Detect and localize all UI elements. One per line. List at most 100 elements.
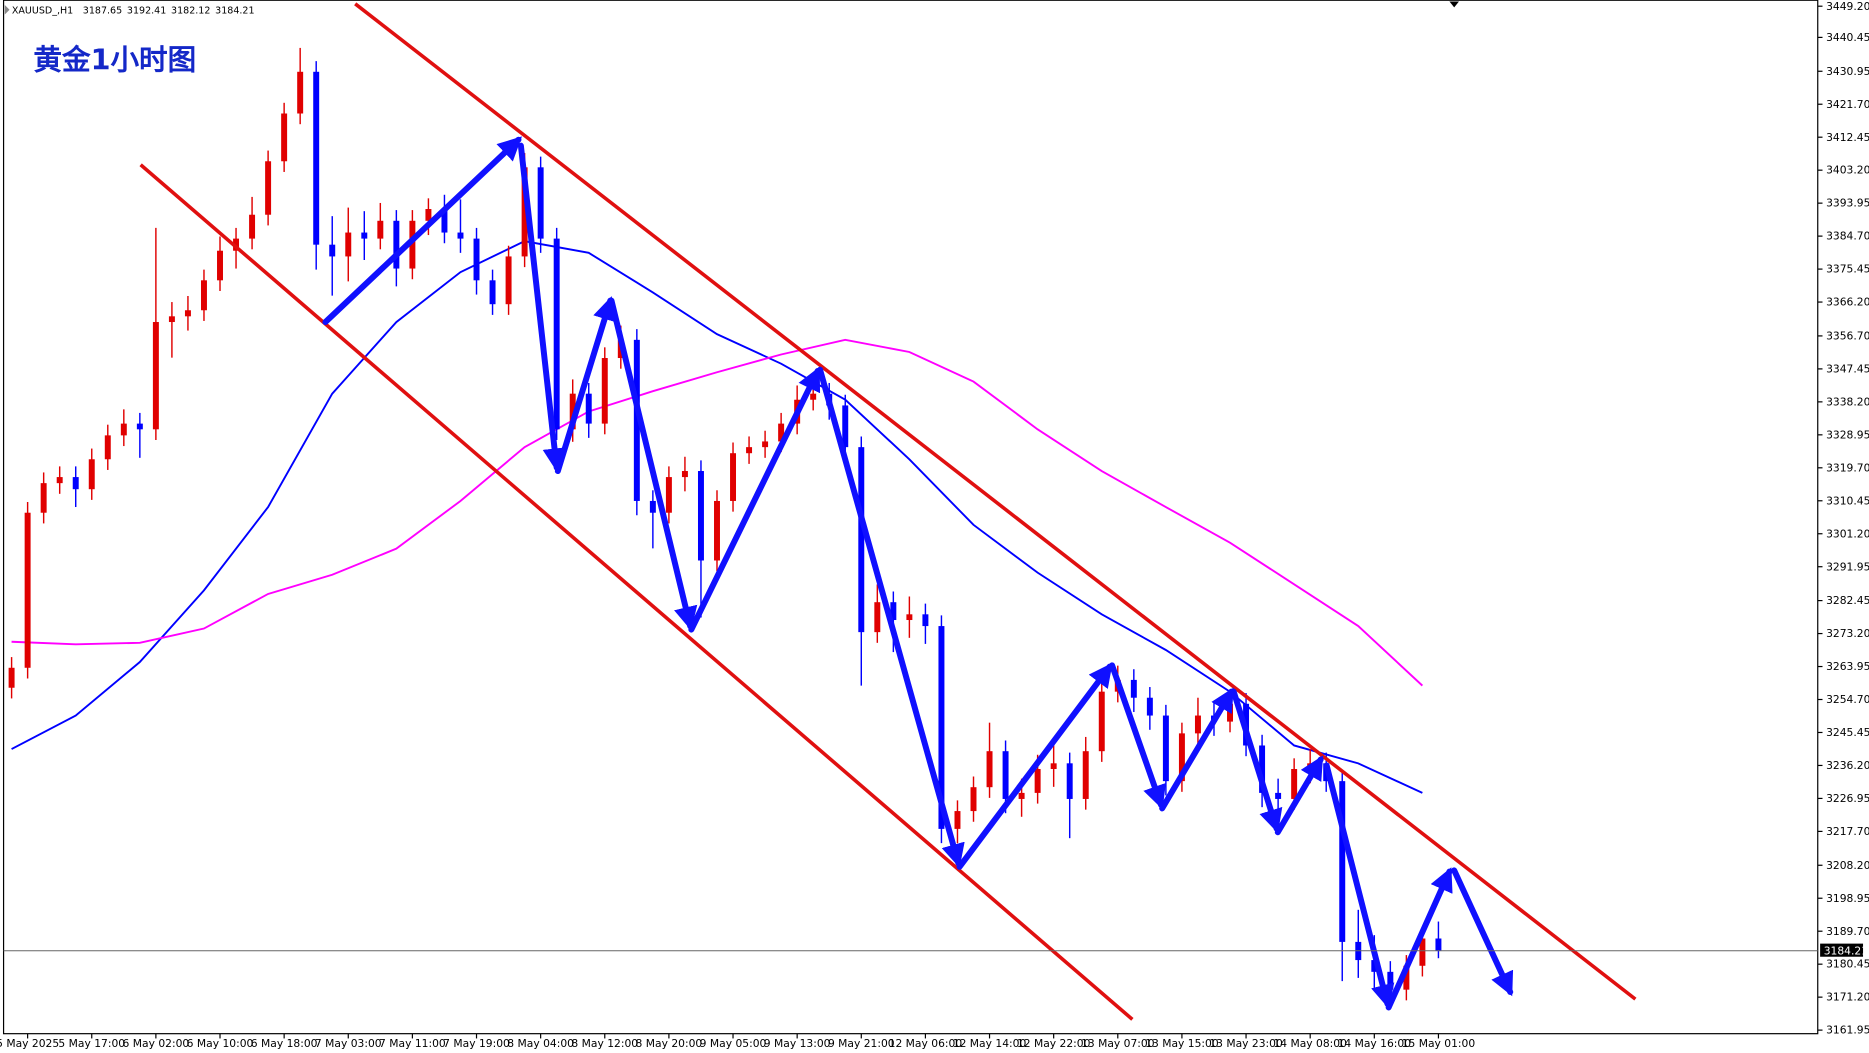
candle-body bbox=[601, 358, 608, 424]
candle-body bbox=[441, 209, 448, 233]
candle-body bbox=[473, 238, 480, 281]
candle-body bbox=[778, 423, 785, 442]
y-tick-label: 3254.70 bbox=[1826, 693, 1869, 706]
candle-body bbox=[200, 280, 207, 311]
candle-body bbox=[361, 232, 368, 239]
y-tick-label: 3393.95 bbox=[1826, 197, 1869, 210]
y-tick-label: 3273.20 bbox=[1826, 627, 1869, 640]
candle-body bbox=[890, 602, 897, 621]
candle-body bbox=[8, 667, 15, 688]
candle-body bbox=[858, 447, 865, 633]
x-tick-label: 7 May 19:00 bbox=[443, 1037, 510, 1050]
plot-frame bbox=[2, 0, 1819, 1035]
candle-body bbox=[184, 310, 191, 317]
y-tick-label: 3347.45 bbox=[1826, 362, 1869, 375]
candle-body bbox=[281, 113, 288, 162]
y-tick-label: 3263.95 bbox=[1826, 660, 1869, 673]
x-tick-label: 9 May 13:00 bbox=[764, 1037, 831, 1050]
y-tick-label: 3189.70 bbox=[1826, 925, 1869, 938]
y-tick-label: 3356.70 bbox=[1826, 329, 1869, 342]
candle-body bbox=[810, 393, 817, 400]
candle-body bbox=[24, 512, 31, 668]
candle-body bbox=[1403, 965, 1410, 990]
candle-body bbox=[393, 220, 400, 269]
header-open: 3187.65 bbox=[83, 5, 122, 16]
candle-body bbox=[377, 220, 384, 239]
arrow bbox=[608, 297, 698, 631]
arrow bbox=[1159, 687, 1235, 812]
y-tick-label: 3412.45 bbox=[1826, 131, 1869, 144]
candle-body bbox=[730, 453, 737, 501]
candle-body bbox=[537, 167, 544, 239]
upper-channel-line bbox=[354, 2, 1637, 1001]
y-tick-label: 3282.45 bbox=[1826, 594, 1869, 607]
chart-title: 黄金1小时图 bbox=[33, 42, 196, 76]
candle-body bbox=[1339, 781, 1346, 942]
candle-body bbox=[970, 787, 977, 812]
header-close: 3184.21 bbox=[215, 5, 254, 16]
y-tick-label: 3171.20 bbox=[1826, 991, 1869, 1004]
candle-body bbox=[633, 339, 640, 501]
y-tick-label: 3310.45 bbox=[1826, 494, 1869, 507]
candle-body bbox=[1371, 960, 1378, 972]
x-tick-label: 12 May 14:00 bbox=[953, 1037, 1027, 1050]
candle-body bbox=[553, 238, 560, 430]
x-tick-label: 14 May 08:00 bbox=[1273, 1037, 1347, 1050]
x-tick-label: 14 May 16:00 bbox=[1338, 1037, 1412, 1050]
lower-channel-line bbox=[139, 163, 1134, 1021]
x-tick-label: 6 May 10:00 bbox=[187, 1037, 254, 1050]
last-price-label: 3184.21 bbox=[1824, 944, 1868, 957]
candle-body bbox=[104, 435, 111, 460]
candle-body bbox=[842, 405, 849, 448]
candle-body bbox=[1419, 938, 1426, 966]
candle-body bbox=[1018, 792, 1025, 799]
arrow bbox=[1109, 662, 1166, 810]
candle-body bbox=[88, 459, 95, 490]
candle-body bbox=[665, 477, 672, 513]
candle-body bbox=[297, 71, 304, 114]
y-tick-label: 3291.95 bbox=[1826, 560, 1869, 573]
candle-body bbox=[425, 209, 432, 221]
x-tick-label: 8 May 20:00 bbox=[636, 1037, 703, 1050]
arrow bbox=[1274, 755, 1324, 836]
trend-lines bbox=[139, 2, 1637, 1021]
candle-body bbox=[1291, 769, 1298, 799]
candle-body bbox=[217, 250, 223, 281]
arrow bbox=[1451, 867, 1514, 997]
y-tick-label: 3449.20 bbox=[1826, 0, 1869, 13]
candle-body bbox=[168, 316, 175, 323]
x-tick-label: 13 May 15:00 bbox=[1145, 1037, 1219, 1050]
candle-body bbox=[56, 477, 63, 484]
y-tick-label: 3226.95 bbox=[1826, 792, 1869, 805]
candle-body bbox=[697, 471, 704, 561]
candle-body bbox=[1066, 763, 1073, 799]
x-tick-label: 5 May 2025 bbox=[0, 1037, 59, 1050]
x-tick-label: 13 May 07:00 bbox=[1081, 1037, 1155, 1050]
x-tick-label: 7 May 03:00 bbox=[315, 1037, 382, 1050]
candle-body bbox=[1082, 751, 1089, 799]
candle-body bbox=[409, 220, 416, 269]
y-tick-label: 3217.70 bbox=[1826, 825, 1869, 838]
candle-body bbox=[1130, 679, 1137, 698]
candle-body bbox=[1387, 971, 1394, 990]
candle-body bbox=[249, 214, 256, 239]
y-tick-label: 3161.95 bbox=[1826, 1024, 1869, 1037]
candle-body bbox=[265, 161, 272, 215]
candle-body bbox=[954, 811, 961, 829]
y-tick-label: 3338.20 bbox=[1826, 395, 1869, 408]
candle-body bbox=[152, 322, 159, 430]
y-tick-label: 3245.45 bbox=[1826, 726, 1869, 739]
candle-body bbox=[746, 447, 753, 454]
y-tick-label: 3328.95 bbox=[1826, 428, 1869, 441]
x-tick-label: 6 May 18:00 bbox=[251, 1037, 318, 1050]
shift-marker bbox=[1449, 1, 1459, 8]
y-tick-label: 3236.20 bbox=[1826, 759, 1869, 772]
candle-body bbox=[762, 441, 769, 448]
candle-body bbox=[1146, 697, 1153, 716]
candle-body bbox=[569, 393, 576, 430]
y-tick-label: 3208.20 bbox=[1826, 859, 1869, 872]
arrow bbox=[554, 296, 617, 475]
